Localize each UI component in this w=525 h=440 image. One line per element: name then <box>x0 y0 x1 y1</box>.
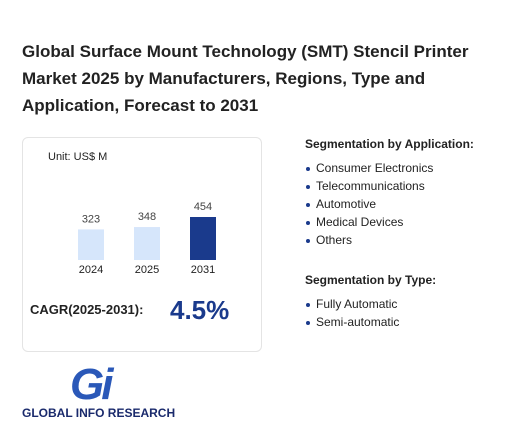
bar <box>134 227 160 260</box>
bullet <box>306 239 310 243</box>
logo-text: GLOBAL INFO RESEARCH <box>22 406 176 420</box>
chart-card <box>22 137 262 352</box>
segment-item: Consumer Electronics <box>316 161 434 175</box>
value-label: 348 <box>138 211 156 223</box>
unit-label: Unit: US$ M <box>48 151 108 163</box>
bullet <box>306 221 310 225</box>
cagr-value: 4.5% <box>170 295 230 325</box>
bar <box>190 217 216 260</box>
segment-item: Automotive <box>316 197 377 211</box>
bullet <box>306 303 310 307</box>
bullet <box>306 321 310 325</box>
segment-item: Telecommunications <box>316 179 425 193</box>
bar <box>78 229 104 260</box>
title-line: Global Surface Mount Technology (SMT) St… <box>22 42 469 61</box>
x-tick-label: 2025 <box>135 264 159 276</box>
x-tick-label: 2024 <box>79 264 103 276</box>
bullet <box>306 167 310 171</box>
value-label: 323 <box>82 213 100 225</box>
segment-item: Fully Automatic <box>316 297 398 311</box>
segment-item: Others <box>316 233 353 247</box>
value-label: 454 <box>194 201 212 213</box>
logo-mark: Gi <box>70 360 113 409</box>
title-line: Market 2025 by Manufacturers, Regions, T… <box>22 69 426 88</box>
cagr-label: CAGR(2025-2031): <box>30 302 144 317</box>
bullet <box>306 203 310 207</box>
bullet <box>306 185 310 189</box>
segment-heading: Segmentation by Application: <box>305 137 474 151</box>
segment-heading: Segmentation by Type: <box>305 273 437 287</box>
segment-item: Medical Devices <box>316 215 404 229</box>
x-tick-label: 2031 <box>191 264 215 276</box>
title-line: Application, Forecast to 2031 <box>22 96 259 115</box>
segment-item: Semi-automatic <box>316 315 400 329</box>
